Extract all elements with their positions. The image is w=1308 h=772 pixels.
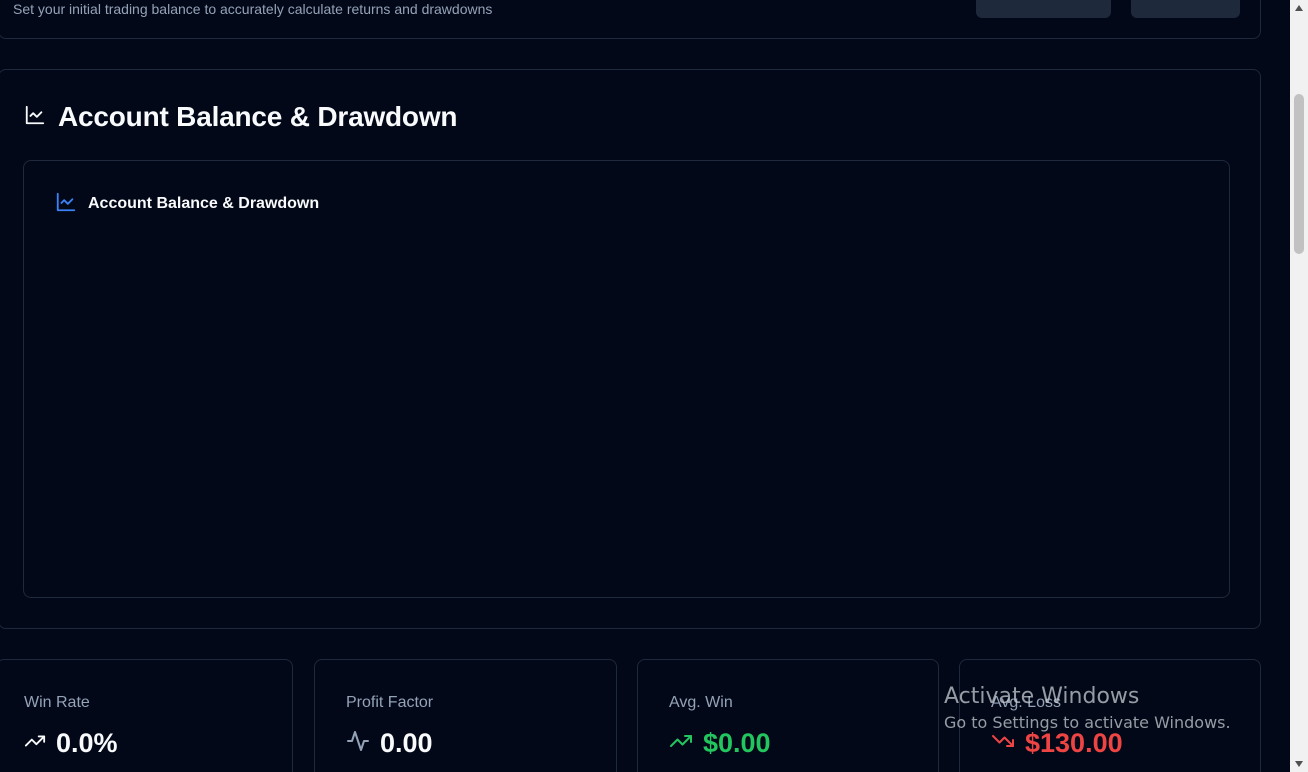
balance-chart-container	[23, 160, 1230, 598]
line-chart-icon	[24, 104, 46, 131]
initial-balance-description: Set your initial trading balance to accu…	[13, 1, 493, 17]
trending-up-icon	[24, 730, 46, 757]
section-header: Account Balance & Drawdown	[24, 100, 458, 134]
vertical-scrollbar[interactable]	[1290, 0, 1308, 772]
stat-value: 0.0%	[56, 728, 118, 758]
stat-value: $0.00	[703, 728, 771, 758]
stat-card-profit-factor: Profit Factor 0.00	[314, 659, 617, 772]
stat-value: $130.00	[1025, 728, 1123, 758]
section-title: Account Balance & Drawdown	[58, 101, 458, 132]
scroll-up-arrow-icon[interactable]	[1290, 0, 1308, 16]
initial-balance-card	[0, 0, 1261, 39]
chart-header: Account Balance & Drawdown	[55, 192, 319, 216]
stat-card-win-rate: Win Rate 0.0%	[0, 659, 293, 772]
scroll-down-arrow-icon[interactable]	[1290, 756, 1308, 772]
stat-value: 0.00	[380, 728, 433, 758]
chart-title: Account Balance & Drawdown	[88, 195, 320, 212]
balance-input-control[interactable]	[976, 0, 1111, 18]
scrollbar-thumb[interactable]	[1294, 94, 1304, 254]
stat-label: Win Rate	[24, 694, 90, 711]
trending-down-icon	[991, 729, 1015, 758]
stat-card-avg-win: Avg. Win $0.00	[637, 659, 939, 772]
stat-label: Avg. Loss	[991, 694, 1061, 711]
trending-up-icon	[669, 729, 693, 758]
stat-card-avg-loss: Avg. Loss $130.00	[959, 659, 1261, 772]
balance-save-button[interactable]	[1131, 0, 1240, 18]
stat-label: Profit Factor	[346, 694, 434, 711]
account-balance-section	[0, 69, 1261, 629]
stat-label: Avg. Win	[669, 694, 733, 711]
line-chart-icon	[55, 191, 77, 218]
activity-icon	[346, 729, 370, 758]
